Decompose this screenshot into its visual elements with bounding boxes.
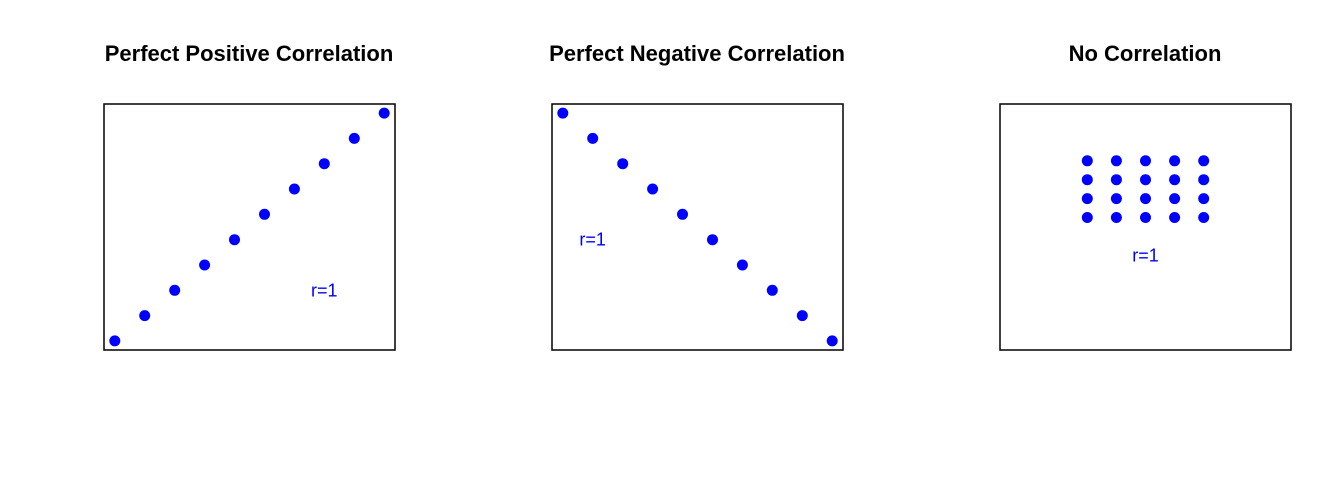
correlation-label: r=1 [579,230,606,250]
chart-title: Perfect Negative Correlation [549,41,845,66]
plot-frame [551,103,844,351]
data-point [348,132,360,144]
data-point [1110,174,1122,186]
data-point [199,259,211,271]
data-point [1081,174,1093,186]
data-point [736,259,748,271]
data-point [1140,155,1151,167]
data-point [1110,155,1122,167]
data-point [677,208,688,220]
data-point [1198,193,1210,205]
chart-title: Perfect Positive Correlation [105,41,394,66]
data-point [139,310,151,322]
data-point [1169,174,1181,186]
panel-no-correlation: No Correlation r=1 [999,41,1292,351]
plot-frame [999,103,1292,351]
data-point [587,132,599,144]
data-points [109,107,390,347]
data-point [1169,212,1181,223]
correlation-label: r=1 [311,280,338,300]
data-point [1169,193,1181,205]
data-point [557,107,569,119]
panel-positive-correlation: Perfect Positive Correlation r=1 [103,41,396,351]
data-point [647,183,659,195]
data-point [229,234,240,246]
data-point [707,234,718,246]
data-point [766,284,778,296]
data-points [557,107,838,347]
data-point [1081,193,1093,205]
data-point [1081,212,1093,223]
data-point [378,107,390,119]
data-points [1081,155,1210,223]
data-point [826,335,838,347]
data-point [318,158,330,170]
data-point [1169,155,1181,167]
data-point [1198,155,1210,167]
data-point [1110,212,1122,223]
data-point [1110,193,1122,205]
data-point [1198,174,1210,186]
chart-title: No Correlation [1069,41,1222,66]
data-point [109,335,121,347]
plot-frame [103,103,396,351]
data-point [259,208,270,220]
data-point [1198,212,1210,223]
panel-negative-correlation: Perfect Negative Correlation r=1 [549,41,845,351]
data-point [1140,193,1151,205]
data-point [1081,155,1093,167]
data-point [288,183,300,195]
data-point [1140,212,1151,223]
data-point [169,284,181,296]
data-point [796,310,808,322]
data-point [1140,174,1151,186]
data-point [617,158,629,170]
correlation-label: r=1 [1132,245,1159,265]
